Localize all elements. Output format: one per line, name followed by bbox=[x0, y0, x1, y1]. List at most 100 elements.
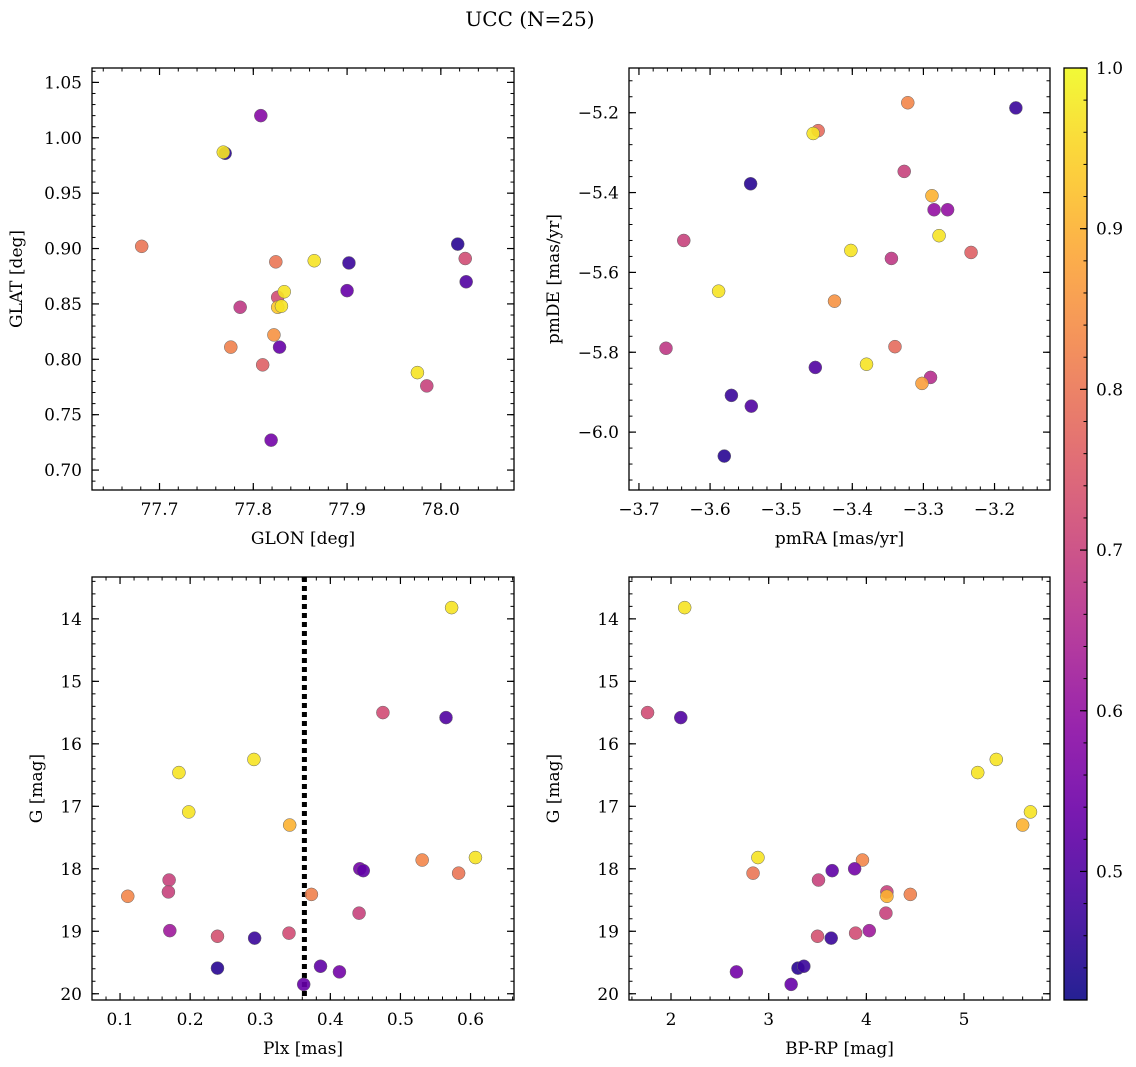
data-point bbox=[859, 357, 874, 371]
colorbar-gradient bbox=[1063, 67, 1088, 1001]
x-tick-label: 0.1 bbox=[107, 1010, 134, 1030]
data-point bbox=[376, 705, 390, 720]
minor-ticks bbox=[92, 68, 514, 490]
y-tick-label: 16 bbox=[60, 735, 82, 755]
data-point bbox=[925, 189, 939, 203]
y-tick-label: −5.4 bbox=[578, 184, 619, 204]
colorbar: 0.5 0.6 0.7 0.8 0.9 1.0 bbox=[1063, 59, 1123, 1001]
y-tick-label: 20 bbox=[597, 985, 619, 1005]
data-point bbox=[247, 931, 262, 945]
data-point bbox=[210, 961, 225, 975]
data-point bbox=[296, 977, 311, 992]
x-tick-label: 77.7 bbox=[141, 500, 179, 520]
x-tick-label: −3.3 bbox=[903, 500, 944, 520]
minor-ticks bbox=[629, 577, 1050, 1000]
x-axis-label: pmRA [mas/yr] bbox=[775, 529, 904, 549]
data-point bbox=[340, 283, 354, 298]
data-point bbox=[901, 95, 915, 110]
data-point bbox=[410, 365, 425, 380]
data-point bbox=[674, 710, 688, 725]
panel-top-left: 77.7 77.8 77.9 78.0 0.70 0.75 0.80 0.85 0.90 0.95… bbox=[7, 67, 515, 549]
y-tick-label: −5.8 bbox=[578, 343, 619, 363]
data-point bbox=[439, 710, 453, 725]
data-point bbox=[797, 959, 811, 974]
figure-title: UCC (N=25) bbox=[465, 7, 594, 31]
data-point bbox=[352, 906, 366, 920]
y-tick-label: 19 bbox=[597, 922, 619, 942]
data-point bbox=[304, 887, 319, 902]
data-point bbox=[264, 433, 278, 447]
data-point bbox=[659, 341, 673, 356]
x-tick-label: −3.6 bbox=[689, 500, 730, 520]
data-point bbox=[827, 294, 842, 308]
data-point bbox=[847, 862, 862, 876]
data-point bbox=[233, 300, 247, 314]
colorbar-tick-label: 0.6 bbox=[1096, 702, 1123, 722]
x-axis-label: BP-RP [mag] bbox=[785, 1039, 894, 1059]
data-point bbox=[459, 275, 473, 289]
x-tick-label: 0.2 bbox=[177, 1010, 204, 1030]
data-point bbox=[806, 126, 820, 141]
data-point bbox=[267, 328, 281, 342]
data-point bbox=[342, 256, 356, 270]
y-tick-label: 0.90 bbox=[44, 240, 82, 260]
y-tick-label: 19 bbox=[60, 922, 82, 942]
data-point bbox=[677, 600, 692, 615]
x-tick-label: 77.8 bbox=[234, 500, 272, 520]
data-point bbox=[784, 977, 798, 992]
data-point bbox=[989, 752, 1004, 767]
data-point bbox=[879, 906, 893, 920]
data-point bbox=[444, 600, 459, 615]
data-point bbox=[307, 253, 322, 268]
x-tick-label: −3.2 bbox=[974, 500, 1015, 520]
data-point bbox=[964, 245, 978, 260]
y-tick-label: 0.80 bbox=[44, 350, 82, 370]
data-point bbox=[932, 228, 946, 243]
data-point bbox=[717, 449, 732, 463]
colorbar-tick-label: 0.9 bbox=[1096, 220, 1123, 240]
data-point bbox=[282, 818, 297, 832]
data-point bbox=[272, 340, 287, 354]
data-point bbox=[162, 873, 176, 887]
data-point bbox=[468, 850, 483, 865]
x-tick-label: 5 bbox=[959, 1010, 970, 1030]
x-tick-label: 78.0 bbox=[422, 500, 460, 520]
y-axis-label: G [mag] bbox=[544, 754, 564, 823]
data-point bbox=[450, 237, 465, 251]
data-point bbox=[751, 850, 765, 865]
data-point bbox=[415, 853, 429, 867]
data-point bbox=[811, 873, 826, 887]
y-tick-label: 14 bbox=[60, 610, 82, 630]
x-tick-label: 4 bbox=[861, 1010, 872, 1030]
data-point bbox=[332, 965, 347, 979]
data-point bbox=[277, 284, 291, 299]
data-point bbox=[970, 765, 985, 780]
x-tick-label: 0.3 bbox=[247, 1010, 274, 1030]
x-axis-label: GLON [deg] bbox=[251, 529, 355, 549]
axes-frame bbox=[628, 576, 1051, 1001]
data-point bbox=[458, 251, 472, 266]
data-point bbox=[848, 926, 863, 940]
axes-frame bbox=[628, 67, 1051, 491]
data-point bbox=[880, 889, 894, 904]
data-point bbox=[844, 243, 858, 258]
x-tick-label: 0.5 bbox=[387, 1010, 414, 1030]
data-point bbox=[888, 339, 902, 354]
data-point bbox=[210, 929, 225, 944]
colorbar-tick-label: 0.7 bbox=[1096, 541, 1123, 561]
y-tick-label: 0.95 bbox=[44, 184, 82, 204]
data-point bbox=[711, 284, 726, 298]
x-tick-label: 0.6 bbox=[457, 1010, 484, 1030]
data-point bbox=[897, 164, 911, 179]
y-tick-label: −6.0 bbox=[578, 423, 619, 443]
y-tick-label: −5.2 bbox=[578, 104, 619, 124]
data-point bbox=[729, 965, 744, 979]
y-tick-label: 17 bbox=[60, 797, 82, 817]
data-point bbox=[744, 399, 759, 413]
data-point bbox=[746, 866, 760, 880]
plot-area: 77.7 77.8 77.9 78.0 0.70 0.75 0.80 0.85 0.90 0.95… bbox=[7, 67, 1051, 1059]
data-point bbox=[808, 360, 823, 375]
data-point bbox=[356, 863, 371, 878]
y-axis-label: pmDE [mas/yr] bbox=[544, 214, 564, 344]
data-point bbox=[269, 255, 283, 269]
